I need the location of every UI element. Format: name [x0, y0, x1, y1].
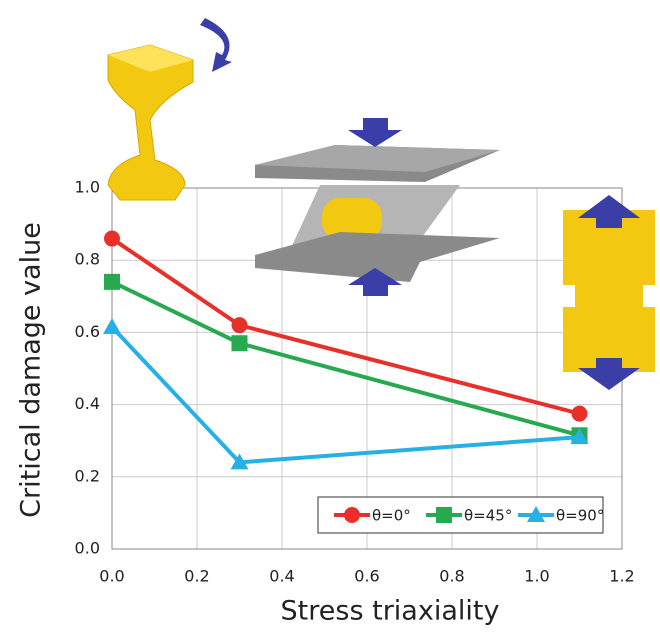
y-tick-label: 0.2 — [75, 466, 100, 485]
point — [104, 230, 120, 247]
twist-arrow — [200, 18, 232, 72]
point — [570, 428, 589, 445]
point — [230, 453, 249, 470]
legend-label: θ=90° — [556, 507, 604, 525]
point — [103, 317, 121, 334]
x-tick-label: 0.6 — [354, 567, 379, 586]
legend-marker — [436, 507, 452, 523]
specimen — [322, 198, 382, 240]
illustrations — [107, 18, 655, 390]
point — [231, 335, 248, 352]
point — [571, 405, 588, 422]
x-tick-label: 0.0 — [99, 567, 124, 586]
x-axis-label: Stress triaxiality — [281, 596, 500, 627]
legend: θ=0° θ=45° θ=90° — [317, 496, 604, 534]
y-axis-label: Critical damage value — [16, 222, 47, 518]
x-tick-label: 0.4 — [269, 567, 294, 586]
tensile-neck — [575, 285, 643, 307]
legend-label: θ=45° — [464, 507, 512, 525]
bolt-top — [108, 45, 193, 72]
series-line — [111, 280, 581, 438]
y-tick-label: 0.4 — [75, 394, 100, 413]
y-tick-label: 0.6 — [75, 322, 100, 341]
pull-arrow — [578, 358, 640, 390]
x-tick-label: 0.2 — [184, 567, 209, 586]
point — [231, 317, 248, 334]
x-tick-label: 1.2 — [609, 567, 634, 586]
y-tick-label: 1.0 — [75, 178, 100, 197]
legend-marker — [344, 507, 360, 523]
x-tick-label: 1.0 — [524, 567, 549, 586]
point — [104, 273, 120, 290]
plot: Stress triaxiality Critical damage value… — [16, 178, 635, 627]
pull-arrow — [578, 195, 640, 228]
press-arrow — [348, 118, 402, 147]
press-arrow — [348, 268, 402, 296]
y-tick-label: 0.0 — [75, 539, 100, 558]
legend-label: θ=0° — [372, 507, 411, 525]
bolt — [107, 44, 194, 201]
upper-plate-top — [255, 145, 500, 172]
legend-marker — [527, 506, 545, 522]
lower-plate — [255, 232, 500, 282]
y-tick-label: 0.8 — [75, 250, 100, 269]
x-tick-label: 0.8 — [439, 567, 464, 586]
